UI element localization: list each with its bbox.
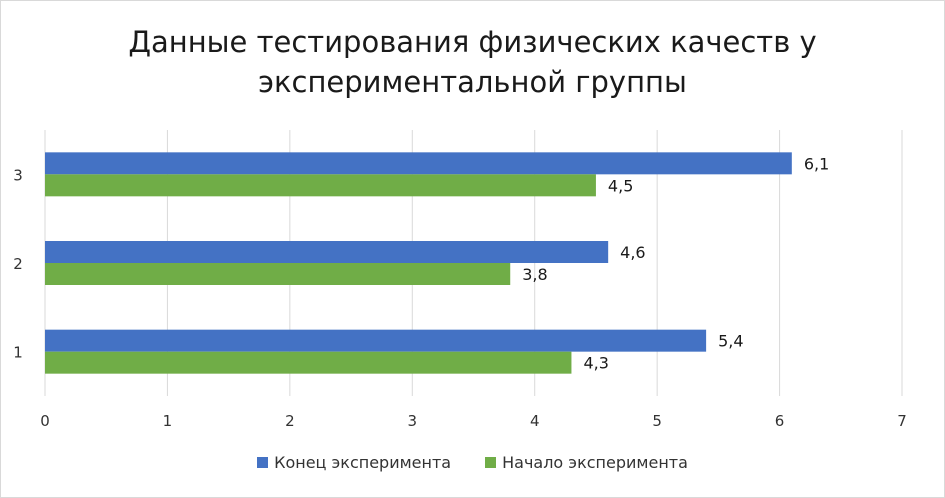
legend: Конец эксперимента Начало эксперимента <box>0 453 945 472</box>
data-label-end-2: 4,6 <box>620 243 645 262</box>
x-axis-ticks: 0 1 2 3 4 5 6 7 <box>40 412 907 430</box>
legend-label-start: Начало эксперимента <box>502 453 688 472</box>
bar-start-2 <box>45 263 511 285</box>
data-label-end-1: 5,4 <box>718 332 743 351</box>
x-tick-label: 6 <box>775 412 785 430</box>
data-label-start-2: 3,8 <box>522 265 547 284</box>
chart-title-line-2: экспериментальной группы <box>258 65 687 99</box>
x-tick-label: 3 <box>408 412 418 430</box>
bars <box>45 152 792 374</box>
legend-item-end: Конец эксперимента <box>257 453 451 472</box>
y-axis-ticks: 1 2 3 <box>13 166 23 361</box>
data-labels: 5,4 4,3 4,6 3,8 6,1 4,5 <box>522 154 829 372</box>
bar-start-1 <box>45 351 572 374</box>
bar-end-2 <box>45 241 609 263</box>
x-tick-label: 1 <box>163 412 173 430</box>
x-tick-label: 0 <box>40 412 50 430</box>
chart-title: Данные тестирования физических качеств у… <box>0 22 945 102</box>
legend-item-start: Начало эксперимента <box>485 453 688 472</box>
data-label-end-3: 6,1 <box>804 154 829 173</box>
y-tick-label: 1 <box>13 344 23 362</box>
y-tick-label: 2 <box>13 255 23 273</box>
x-tick-label: 7 <box>897 412 907 430</box>
bar-end-1 <box>45 329 707 352</box>
legend-swatch-start <box>485 457 497 468</box>
y-tick-label: 3 <box>13 166 23 184</box>
data-label-start-3: 4,5 <box>608 176 633 195</box>
legend-label-end: Конец эксперимента <box>274 453 452 472</box>
bar-end-3 <box>45 152 792 175</box>
chart-title-line-1: Данные тестирования физических качеств у <box>128 25 817 59</box>
x-tick-label: 4 <box>530 412 540 430</box>
legend-swatch-end <box>257 457 269 468</box>
bar-start-3 <box>45 174 596 197</box>
x-tick-label: 2 <box>285 412 295 430</box>
data-label-start-1: 4,3 <box>583 354 608 373</box>
x-tick-label: 5 <box>652 412 662 430</box>
